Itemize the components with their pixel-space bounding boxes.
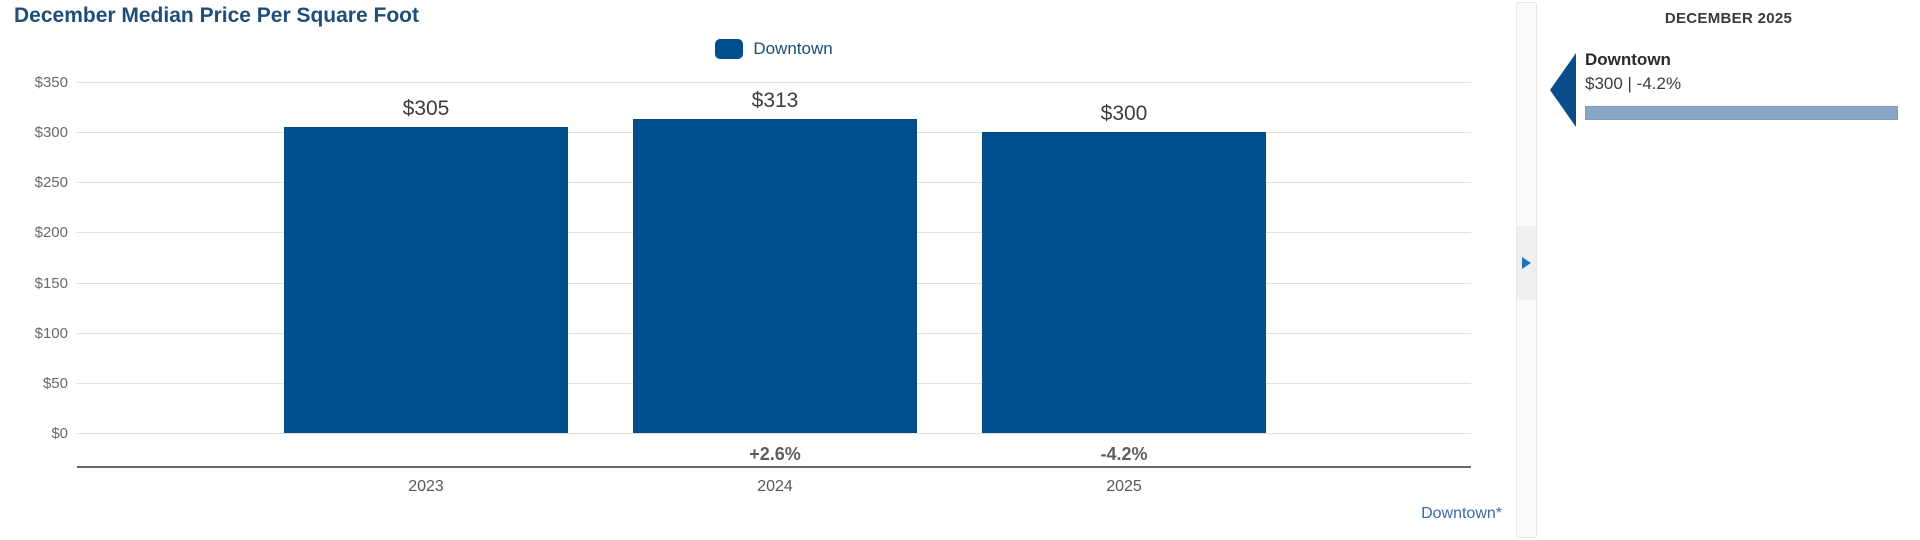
gridline [77,433,1471,434]
panel-heading: DECEMBER 2025 [1664,10,1793,27]
series-footnote-link[interactable]: Downtown* [1421,505,1502,522]
y-tick-label: $100 [34,324,68,342]
y-tick-label: $200 [34,224,68,242]
bar-2025 [982,132,1266,433]
legend-item-label: Downtown [753,39,833,58]
y-axis-labels: $350 $300 $250 $200 $150 $100 $50 $0 [0,75,68,441]
bar-value-label: $313 [751,89,799,113]
x-tick-label: 2025 [1106,478,1142,495]
x-axis-line [77,466,1471,468]
chart-title: December Median Price Per Square Foot [14,4,419,27]
summary-side-panel: DECEMBER 2025 Downtown $300 | -4.2% [1537,0,1920,540]
bar-2024 [633,119,917,433]
legend-swatch-icon [715,39,744,59]
chevron-right-icon [1522,257,1531,269]
y-tick-label: $300 [34,124,68,142]
panel-series-stat: $300 | -4.2% [1585,74,1682,93]
chart-legend: Downtown [77,36,1471,62]
panel-series-name: Downtown [1585,50,1671,69]
bar-change-label: -4.2% [1100,444,1148,464]
bar-value-label: $300 [1100,102,1148,126]
expand-panel-button[interactable] [1517,226,1536,300]
legend-item-downtown[interactable]: Downtown [715,39,833,59]
y-tick-label: $0 [51,425,68,442]
x-tick-label: 2023 [408,478,444,495]
x-tick-label: 2024 [757,478,793,495]
y-tick-label: $350 [34,74,68,91]
bar-value-label: $305 [402,97,450,121]
panel-series-bar [1585,106,1898,120]
y-tick-label: $50 [42,374,68,392]
plot-area: $305 $313 +2.6% $300 -4.2% [77,82,1471,464]
bar-2023 [284,127,568,433]
gridline [77,82,1471,83]
panel-splitter [1516,2,1537,538]
left-arrow-icon [1550,53,1576,127]
y-tick-label: $250 [34,174,68,192]
y-tick-label: $150 [34,274,68,292]
bar-change-label: +2.6% [749,444,801,464]
